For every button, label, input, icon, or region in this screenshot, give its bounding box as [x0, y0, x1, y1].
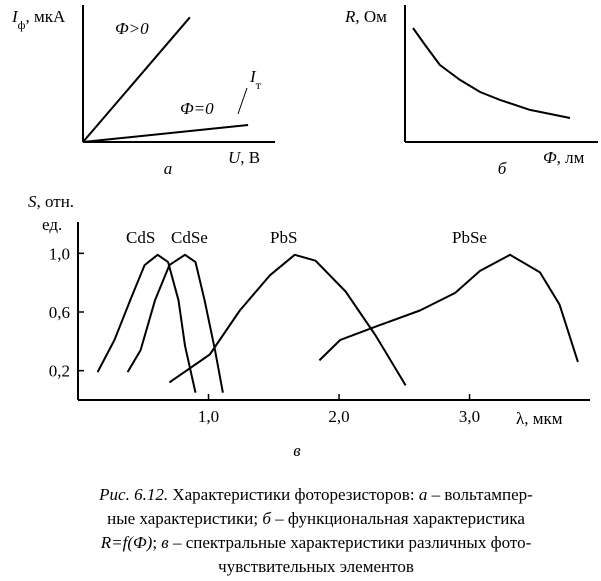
text-part: , В — [240, 148, 260, 167]
text-part: S — [28, 192, 37, 211]
text-part: в — [161, 533, 169, 552]
annotation: Iт — [249, 67, 262, 92]
caption-line: R=f(Ф); в – спектральные характеристики … — [100, 533, 532, 552]
text-part: , отн. — [37, 192, 75, 211]
caption-line: Рис. 6.12. Характеристики фоторезисторов… — [98, 485, 533, 504]
chart-label: в — [293, 441, 301, 460]
text-part: а — [419, 485, 428, 504]
y-axis-label: S, отн. — [28, 192, 74, 211]
text-part: , мкА — [25, 7, 66, 26]
x-axis-label: λ, мкм — [516, 409, 563, 428]
series-line — [82, 16, 191, 143]
y-axis-label: ед. — [42, 215, 62, 234]
series-label: CdSe — [171, 228, 208, 247]
text-part: , лм — [557, 148, 585, 167]
text-part: Характеристики фоторезисторов: — [168, 485, 419, 504]
annotation-leader — [237, 87, 248, 115]
y-axis-label: Iф, мкА — [11, 7, 66, 32]
x-tick-label: 3,0 — [459, 407, 480, 426]
text-part: Ф — [543, 148, 557, 167]
series-label: PbSe — [452, 228, 487, 247]
series-label: PbS — [270, 228, 297, 247]
text-part: ф — [18, 18, 26, 32]
text-part: чувствительных элементов — [218, 557, 414, 576]
chart-label: б — [498, 159, 507, 178]
text-part: б — [262, 509, 271, 528]
y-axis-label: R, Ом — [344, 7, 387, 26]
series-line — [412, 27, 571, 119]
series-line — [126, 253, 224, 393]
chart-label: а — [164, 159, 173, 178]
series-line — [96, 253, 197, 393]
x-tick-label: 1,0 — [198, 407, 219, 426]
text-part: т — [256, 78, 262, 92]
x-axis-label: Ф, лм — [543, 148, 585, 167]
series-line — [82, 124, 249, 143]
series-label: Ф=0 — [180, 99, 214, 118]
text-part: ; — [152, 533, 161, 552]
caption-line: ные характеристики; б – функциональная х… — [107, 509, 525, 528]
text-part: – функциональная характеристика — [271, 509, 525, 528]
text-part: I — [11, 7, 19, 26]
series-label: CdS — [126, 228, 155, 247]
text-part: ные характеристики; — [107, 509, 262, 528]
y-tick-label: 0,6 — [49, 303, 70, 322]
text-part: I — [249, 67, 257, 86]
series-label: Ф>0 — [115, 19, 149, 38]
caption-line: чувствительных элементов — [218, 557, 414, 576]
text-part: λ, мкм — [516, 409, 563, 428]
x-axis-label: U, В — [228, 148, 260, 167]
series-line — [318, 253, 579, 363]
text-part: – спектральные характеристики различных … — [169, 533, 532, 552]
text-part: U — [228, 148, 242, 167]
series-line — [168, 253, 407, 386]
text-part: R — [344, 7, 356, 26]
text-part: Рис. 6.12. — [98, 485, 168, 504]
text-part: ед. — [42, 215, 62, 234]
text-part: – вольтампер- — [427, 485, 533, 504]
text-part: R=f(Ф) — [100, 533, 153, 552]
y-tick-label: 0,2 — [49, 362, 70, 381]
text-part: , Ом — [355, 7, 387, 26]
y-tick-label: 1,0 — [49, 244, 70, 263]
x-tick-label: 2,0 — [328, 407, 349, 426]
